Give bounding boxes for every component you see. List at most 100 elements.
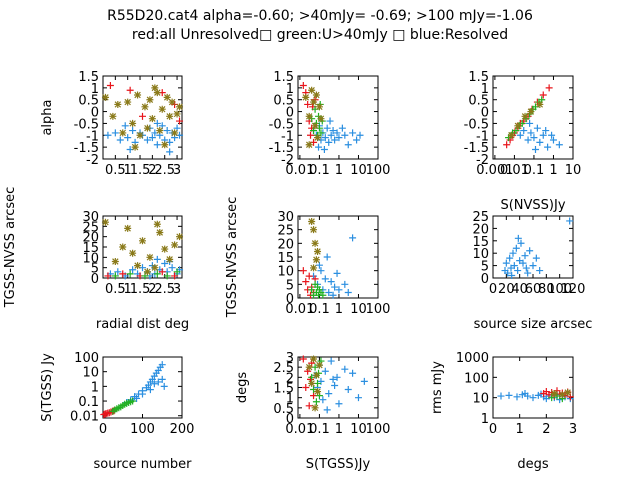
data-point [349, 234, 357, 242]
data-point [299, 81, 307, 89]
data-point [146, 253, 154, 261]
plot-frame [492, 75, 574, 160]
data-point [139, 237, 146, 245]
data-point [156, 127, 164, 135]
data-point [317, 267, 325, 275]
data-point [506, 254, 514, 262]
data-point [129, 127, 137, 135]
x-tick-label: 0.5 [105, 163, 126, 178]
y-tick-label: -1.5 [74, 141, 99, 156]
x-tick-label: 1 [549, 163, 557, 178]
x-tick-label: 100 [366, 163, 391, 178]
y-axis-label: S(TGSS) Jy [40, 353, 55, 422]
data-point [542, 127, 550, 135]
data-point [558, 391, 566, 399]
data-point [344, 289, 352, 297]
data-point [311, 122, 319, 130]
data-point [308, 86, 316, 94]
y-tick-label: 1 [481, 412, 489, 427]
data-point [314, 134, 322, 142]
data-point [513, 393, 521, 401]
data-point [512, 244, 520, 252]
x-tick-label: 10 [565, 163, 582, 178]
y-tick-label: 0 [91, 106, 99, 121]
data-point [171, 241, 179, 249]
data-point [341, 280, 349, 288]
data-point [153, 255, 161, 263]
y-tick-label: 15 [277, 251, 294, 266]
x-tick-label: 200 [170, 422, 195, 437]
data-point [532, 254, 540, 262]
x-tick-label: 0.1 [309, 302, 330, 317]
data-point [163, 93, 171, 101]
data-point [360, 377, 368, 385]
x-tick-label: 2.5 [154, 282, 175, 297]
x-tick-label: 0.01 [500, 163, 529, 178]
data-point [156, 229, 164, 237]
data-point [344, 141, 352, 149]
data-point [129, 397, 137, 405]
data-point [536, 267, 544, 275]
data-point [129, 119, 137, 127]
data-point [111, 272, 119, 280]
data-point [171, 129, 179, 137]
x-tick-label: 0.5 [105, 282, 126, 297]
data-point [129, 266, 137, 274]
data-point [505, 391, 513, 399]
y-tick-label: -0.5 [74, 117, 99, 132]
data-point [153, 270, 161, 278]
data-point [131, 143, 139, 151]
data-point [545, 84, 553, 92]
y-tick-label: 0.5 [273, 402, 294, 417]
chart-title: R55D20.cat4 alpha=-0.60; >40mJy= -0.69; … [107, 8, 533, 24]
x-tick-label: 1 [335, 302, 343, 317]
y-tick-label: 10 [277, 265, 294, 280]
data-point [173, 268, 181, 276]
data-point [536, 138, 544, 146]
y-tick-label: 15 [82, 241, 99, 256]
data-point [356, 131, 364, 139]
y-tick-label: 25 [277, 224, 294, 239]
data-point [143, 136, 151, 144]
data-point [315, 361, 323, 369]
y-tick-label: 10 [82, 366, 99, 381]
data-point [327, 357, 335, 365]
data-point [522, 264, 530, 272]
data-point [173, 110, 181, 118]
data-point [150, 380, 158, 388]
x-tick-label: 10 [350, 422, 367, 437]
data-point [321, 134, 329, 142]
data-point [126, 270, 134, 278]
data-point [176, 103, 184, 111]
data-point [302, 93, 310, 101]
x-tick-label: 0.01 [285, 302, 314, 317]
plot-frame [102, 75, 183, 160]
x-tick-label: 100 [130, 422, 155, 437]
y-tick-label: 20 [472, 222, 489, 237]
data-point [124, 224, 132, 232]
data-point [353, 136, 361, 144]
data-point [349, 369, 357, 377]
data-point [310, 98, 318, 106]
y-axis-label: alpha [40, 99, 55, 135]
data-point [111, 129, 119, 137]
y-tick-label: -2 [86, 153, 99, 168]
data-point [314, 379, 322, 387]
data-point [319, 291, 327, 299]
data-point [119, 270, 127, 278]
y-tick-label: 0.5 [468, 94, 489, 109]
x-tick-label: 0.01 [285, 163, 314, 178]
y-tick-label: 2.5 [273, 361, 294, 376]
data-point [533, 124, 541, 132]
data-point [327, 278, 335, 286]
data-point [141, 103, 149, 111]
data-point [321, 367, 329, 375]
data-point [106, 81, 114, 89]
data-point [315, 261, 323, 269]
data-point [311, 404, 319, 412]
data-point [527, 129, 535, 137]
data-point [531, 146, 539, 154]
y-tick-label: -1.5 [269, 141, 294, 156]
